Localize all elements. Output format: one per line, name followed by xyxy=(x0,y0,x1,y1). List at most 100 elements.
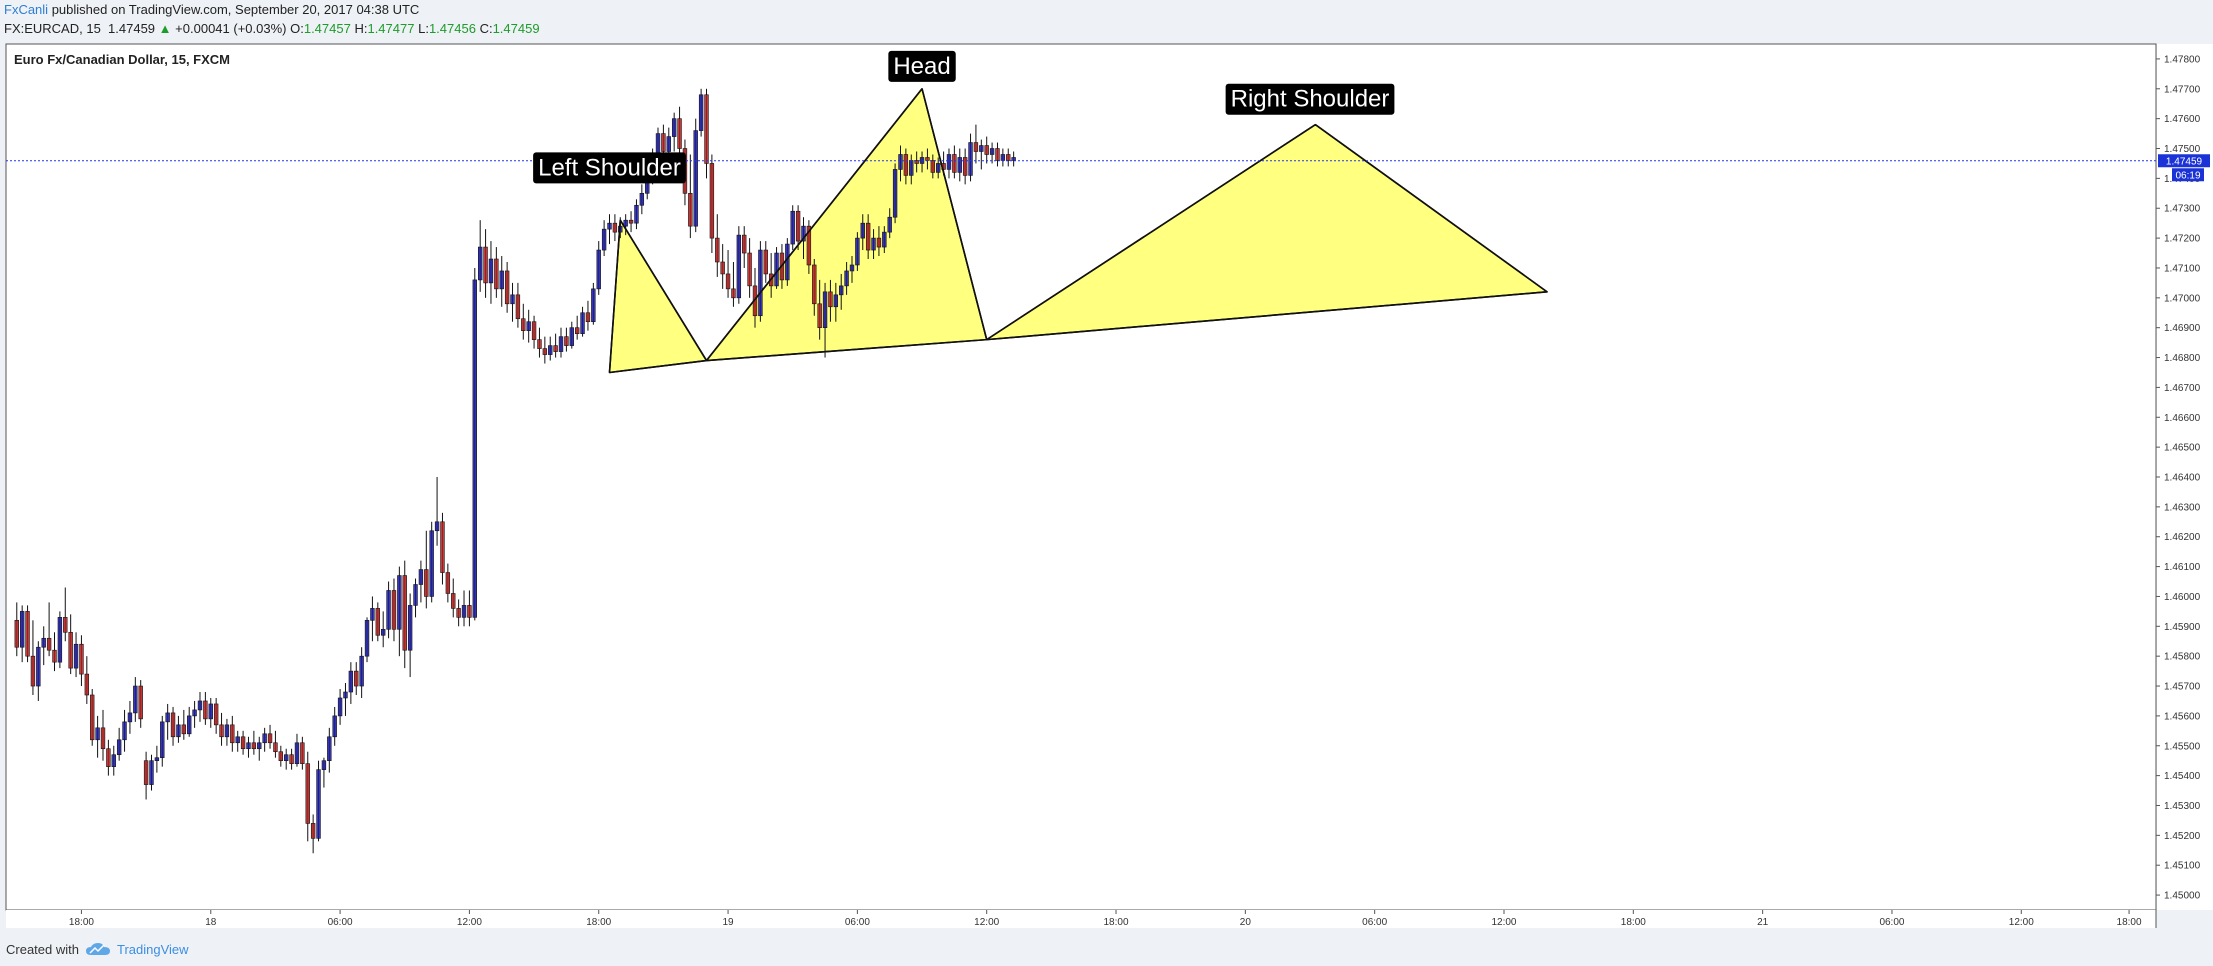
y-tick-label: 1.45700 xyxy=(2164,682,2201,693)
candle-body xyxy=(666,136,671,152)
high-label: H: xyxy=(354,21,368,36)
x-axis-ticks: 18:00 18 06:00 12:00 18:00 19 06:00 12:00 18:00 2… xyxy=(69,910,2142,928)
candle-body xyxy=(79,643,84,675)
candle-body xyxy=(1006,154,1011,161)
candle-body xyxy=(100,727,106,750)
candle-body xyxy=(887,216,892,233)
y-tick-label: 1.47300 xyxy=(2164,204,2201,215)
candle-body xyxy=(494,258,499,290)
candle-body xyxy=(138,685,143,720)
last-price: 1.47459 xyxy=(108,21,156,36)
candle-body xyxy=(418,569,424,585)
symbol-label: FX:EURCAD, 15 xyxy=(4,21,101,36)
chart-title: Euro Fx/Canadian Dollar, 15, FXCM xyxy=(14,52,230,67)
candle-body xyxy=(725,273,731,290)
candle-body xyxy=(397,575,402,630)
candle-body xyxy=(197,700,203,711)
candle-body xyxy=(957,157,962,173)
candle-body xyxy=(892,169,898,218)
candle-body xyxy=(19,611,25,648)
pattern-label: Left Shoulder xyxy=(533,152,686,184)
low-label: L: xyxy=(418,21,429,36)
candle-body xyxy=(289,754,294,764)
candle-body xyxy=(354,670,359,687)
candle-body xyxy=(677,118,682,149)
time-axis[interactable] xyxy=(6,910,2156,928)
candle-body xyxy=(305,763,310,824)
candle-body xyxy=(472,279,477,618)
candle-body xyxy=(526,321,531,331)
candle-body xyxy=(671,118,677,137)
candle-body xyxy=(822,291,828,328)
price-axis[interactable] xyxy=(2157,44,2213,910)
candle-body xyxy=(57,617,63,663)
countdown-box xyxy=(2172,168,2204,182)
x-tick-label: 21 xyxy=(1757,917,1769,928)
candle-body xyxy=(661,133,666,152)
candle-body xyxy=(504,270,510,305)
candle-body xyxy=(979,145,984,152)
candle-body xyxy=(709,163,715,239)
candle-body xyxy=(488,258,494,284)
candle-body xyxy=(968,142,973,176)
candle-body xyxy=(36,646,41,687)
candle-body xyxy=(930,160,936,173)
candle-body xyxy=(84,673,90,696)
close-value: 1.47459 xyxy=(492,21,540,36)
price-marker-text: 1.47459 xyxy=(2166,156,2203,167)
candle-body xyxy=(321,760,327,770)
candle-body xyxy=(801,225,806,242)
candle-body xyxy=(477,246,483,281)
candle-body xyxy=(515,294,521,320)
candle-body xyxy=(580,312,585,334)
candle-body xyxy=(882,231,887,248)
x-tick-label: 12:00 xyxy=(1491,917,1516,928)
change-value: +0.00041 (+0.03%) xyxy=(175,21,287,36)
y-tick-label: 1.47500 xyxy=(2164,144,2201,155)
candle-body xyxy=(46,637,52,651)
candle-body xyxy=(747,252,752,287)
created-with-label: Created with xyxy=(6,941,79,957)
tradingview-link[interactable]: TradingView xyxy=(116,941,189,957)
candle-body xyxy=(240,736,246,750)
neckline-segment xyxy=(706,338,987,362)
close-label: C: xyxy=(479,21,493,36)
x-tick-label: 12:00 xyxy=(974,917,999,928)
published-text: published on TradingView.com, September … xyxy=(51,2,420,17)
candle-body xyxy=(790,210,795,245)
candle-body xyxy=(521,318,526,331)
candle-body xyxy=(564,336,569,346)
plot-area[interactable] xyxy=(5,43,2157,911)
x-tick-label: 18:00 xyxy=(1104,917,1129,928)
y-tick-label: 1.45600 xyxy=(2164,711,2201,722)
candle-body xyxy=(165,712,170,723)
candle-body xyxy=(483,246,488,284)
candle-body xyxy=(607,222,612,230)
candle-body xyxy=(14,620,19,648)
candle-body xyxy=(213,703,219,726)
y-tick-label: 1.46500 xyxy=(2164,443,2201,454)
candle-body xyxy=(984,145,989,155)
candle-body xyxy=(154,757,160,761)
candle-body xyxy=(499,270,504,290)
candle-body xyxy=(68,631,73,669)
y-tick-label: 1.46300 xyxy=(2164,502,2201,513)
candle-body xyxy=(381,628,386,636)
candle-body xyxy=(936,163,941,173)
candle-body xyxy=(375,608,380,636)
candle-body xyxy=(391,590,397,630)
candle-body xyxy=(262,733,267,744)
candle-body xyxy=(332,715,337,738)
candle-body xyxy=(143,760,149,785)
candle-body xyxy=(278,751,283,761)
pattern-label-text: Left Shoulder xyxy=(538,154,681,181)
neckline xyxy=(608,88,1548,374)
candle-body xyxy=(742,234,747,254)
candle-body xyxy=(849,264,855,272)
x-tick-label: 12:00 xyxy=(457,917,482,928)
y-tick-label: 1.46100 xyxy=(2164,562,2201,573)
candle-body xyxy=(925,157,930,161)
author-link[interactable]: FxCanli xyxy=(4,2,49,17)
y-tick-label: 1.47600 xyxy=(2164,114,2201,125)
